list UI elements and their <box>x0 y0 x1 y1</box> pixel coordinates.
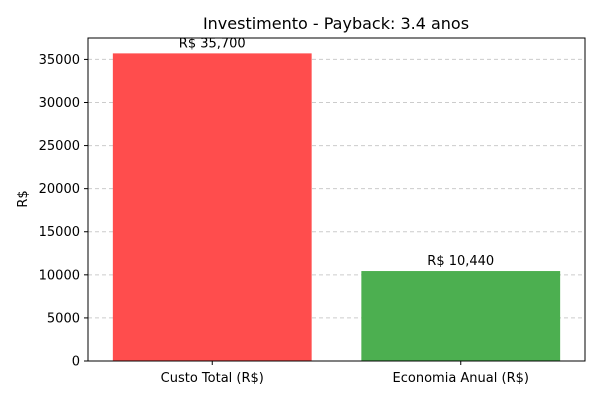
data-labels: R$ 35,700 R$ 10,440 <box>179 36 494 269</box>
y-tick-label: 25000 <box>39 139 80 154</box>
axes-frame <box>87 37 586 362</box>
x-axis-ticks: Custo Total (R$) Economia Anual (R$) <box>161 361 529 386</box>
bar <box>361 271 561 361</box>
y-tick-label: 5000 <box>47 311 80 326</box>
y-tick-label: 15000 <box>39 225 80 240</box>
y-tick-label: 30000 <box>39 96 80 111</box>
y-tick-label: 35000 <box>39 53 80 68</box>
bar-value-label: R$ 35,700 <box>179 36 246 51</box>
y-tick-label: 20000 <box>39 182 80 197</box>
bars <box>112 53 561 361</box>
bar-value-label: R$ 10,440 <box>427 254 494 269</box>
y-axis-ticks: 0 5000 10000 15000 20000 25000 30000 35000 <box>39 53 88 370</box>
x-tick-label: Custo Total (R$) <box>161 371 264 386</box>
chart-title: Investimento - Payback: 3.4 anos <box>203 14 469 33</box>
plot-frame <box>87 37 586 362</box>
x-tick-label: Economia Anual (R$) <box>393 371 529 386</box>
y-tick-label: 10000 <box>39 268 80 283</box>
y-axis-label: R$ <box>16 190 31 207</box>
bar <box>112 53 312 361</box>
y-tick-label: 0 <box>72 355 80 370</box>
